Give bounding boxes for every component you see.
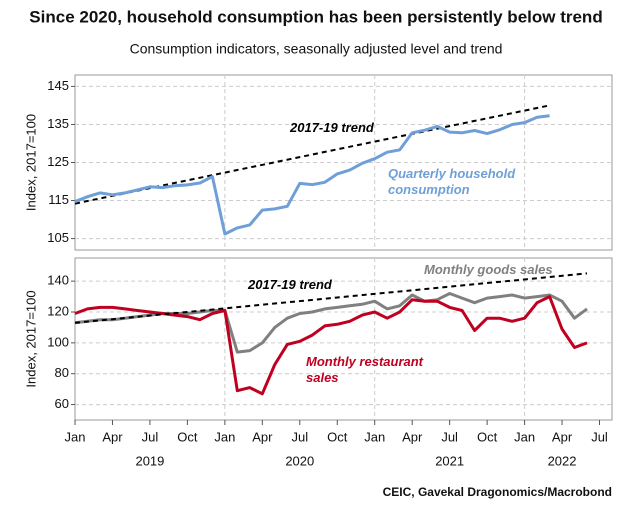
line [74, 295, 588, 396]
x-group-label: 2021 [435, 453, 464, 468]
y-tick-label: 60 [55, 396, 69, 411]
plot-frame [74, 257, 613, 421]
x-tick-label: Apr [552, 429, 573, 444]
chart-subtitle: Consumption indicators, seasonally adjus… [130, 41, 503, 57]
x-tick-label: Jan [514, 429, 535, 444]
chart-title: Since 2020, household consumption has be… [29, 7, 602, 26]
y-axis-label: Index, 2017=100 [23, 114, 38, 211]
y-tick-label: 105 [47, 230, 69, 245]
x-tick-label: Apr [402, 429, 423, 444]
y-tick-label: 120 [47, 303, 69, 318]
line [74, 272, 588, 324]
y-tick-label: 140 [47, 273, 69, 288]
x-tick-label: Apr [102, 429, 123, 444]
x-group-label: 2019 [135, 453, 164, 468]
x-tick-label: Jul [591, 429, 608, 444]
y-tick-label: 115 [48, 192, 69, 207]
x-tick-label: Jan [364, 429, 385, 444]
x-group-label: 2022 [548, 453, 577, 468]
y-axis-label: Index, 2017=100 [23, 290, 38, 387]
x-tick-label: Jan [65, 429, 86, 444]
x-tick-label: Oct [177, 429, 198, 444]
y-tick-label: 80 [55, 365, 69, 380]
series-label: 2017-19 trend [248, 277, 332, 292]
x-tick-label: Jul [291, 429, 308, 444]
series-label: Monthly restaurant sales [306, 354, 424, 385]
x-tick-label: Jul [441, 429, 458, 444]
x-tick-label: Jan [214, 429, 235, 444]
series-label: 2017-19 trend [290, 120, 374, 135]
line [74, 114, 550, 236]
x-tick-label: Jul [142, 429, 159, 444]
y-tick-label: 145 [47, 78, 69, 93]
source: CEIC, Gavekal Dragonomics/Macrobond [383, 485, 612, 499]
y-tick-label: 135 [47, 116, 69, 131]
x-tick-label: Oct [327, 429, 348, 444]
x-tick-label: Apr [252, 429, 273, 444]
x-group-label: 2020 [285, 453, 314, 468]
y-tick-label: 100 [47, 334, 69, 349]
y-tick-label: 125 [47, 154, 69, 169]
x-tick-label: Oct [477, 429, 498, 444]
series-label: Monthly goods sales [424, 262, 553, 277]
series-label: Quarterly household consumption [388, 166, 516, 197]
